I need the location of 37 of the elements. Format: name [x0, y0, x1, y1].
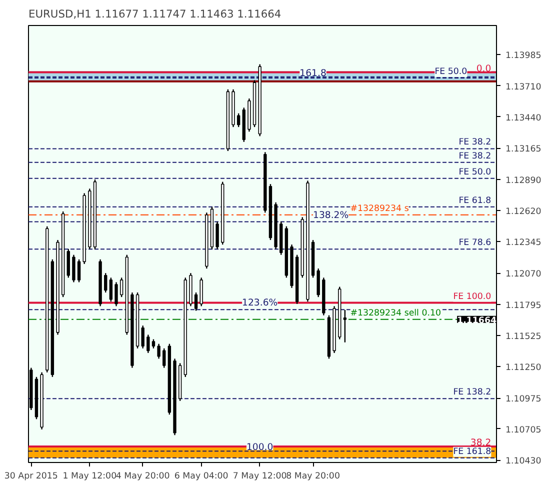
y-tick-label: 1.12890 [506, 176, 542, 186]
y-tick-label: 1.13710 [506, 82, 542, 92]
ref-line-label: FE 78.6 [458, 238, 492, 248]
y-tick-label: 1.10705 [506, 425, 542, 436]
y-tick-label: 1.12620 [506, 206, 542, 217]
ref-line-label: FE 38.2 [458, 151, 492, 162]
x-tick-label: 30 Apr 2015 [4, 472, 58, 482]
annotation: 0.0 [476, 63, 492, 74]
y-tick-label: 1.11525 [506, 332, 542, 342]
ref-line-label: FE 161.8 [453, 446, 492, 457]
x-tick-label: 7 May 12:00 [232, 472, 287, 482]
y-tick-label: 1.12070 [506, 270, 542, 280]
annotation: 38.2 [470, 438, 492, 449]
chart-title: EURUSD,H1 1.11677 1.11747 1.11463 1.11664 [28, 8, 282, 20]
y-tick-label: 1.13985 [506, 51, 542, 62]
ref-line-label: FE 100.0 [453, 292, 492, 302]
x-tick-label: 8 May 20:00 [286, 472, 340, 482]
y-tick-label: 1.11250 [506, 363, 542, 374]
y-tick-label: 1.13165 [506, 144, 542, 155]
y-tick-label: 1.12345 [506, 238, 542, 248]
ref-line-label: FE 138.2 [453, 388, 492, 398]
ref-line-label: FE 61.8 [458, 196, 492, 206]
y-tick-label: 1.13440 [506, 113, 542, 124]
ref-line-label: FE 50.0 [434, 66, 468, 77]
x-tick-label: 4 May 20:00 [116, 472, 170, 482]
ref-line-label: #13289234 sell 0.10 [350, 308, 441, 318]
annotation: 161.8 [300, 68, 326, 79]
y-tick-label: 1.11795 [506, 300, 542, 311]
annotation: 123.6% [242, 298, 278, 309]
ref-line-label: #13289234 s [350, 204, 410, 214]
ref-line-label: FE 38.2 [458, 138, 492, 148]
ref-line-label: FE 50.0 [458, 167, 492, 178]
x-tick-label: 1 May 12:00 [62, 472, 117, 482]
y-tick-label: 1.10975 [506, 394, 542, 405]
x-tick-label: 6 May 04:00 [174, 472, 228, 482]
annotation: 138.2% [313, 210, 349, 221]
y-tick-label: 1.10430 [506, 456, 542, 467]
